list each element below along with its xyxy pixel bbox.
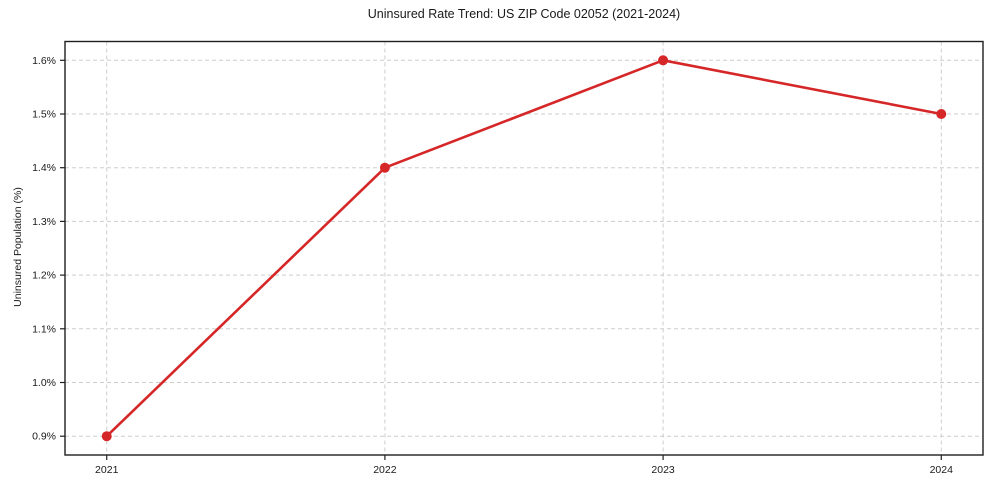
- data-point: [936, 108, 947, 119]
- chart-title: Uninsured Rate Trend: US ZIP Code 02052 …: [367, 7, 681, 21]
- y-tick-label: 1.5%: [32, 108, 56, 120]
- y-tick-label: 1.4%: [32, 162, 56, 174]
- data-point: [379, 162, 390, 173]
- y-axis-label: Uninsured Population (%): [12, 187, 24, 307]
- data-point: [658, 55, 669, 66]
- x-tick-label: 2023: [651, 464, 675, 476]
- trend-line: [105, 58, 943, 438]
- x-tick-label: 2024: [930, 464, 954, 476]
- data-point: [101, 431, 112, 442]
- y-tick-label: 0.9%: [32, 431, 56, 443]
- y-tick-label: 1.0%: [32, 377, 56, 389]
- axes-frame: [64, 40, 984, 456]
- y-tick-label: 1.1%: [32, 323, 56, 335]
- x-tick-label: 2021: [95, 464, 119, 476]
- y-tick-label: 1.6%: [32, 55, 56, 67]
- y-tick-label: 1.3%: [32, 216, 56, 228]
- x-tick-label: 2022: [373, 464, 397, 476]
- y-tick-label: 1.2%: [32, 270, 56, 282]
